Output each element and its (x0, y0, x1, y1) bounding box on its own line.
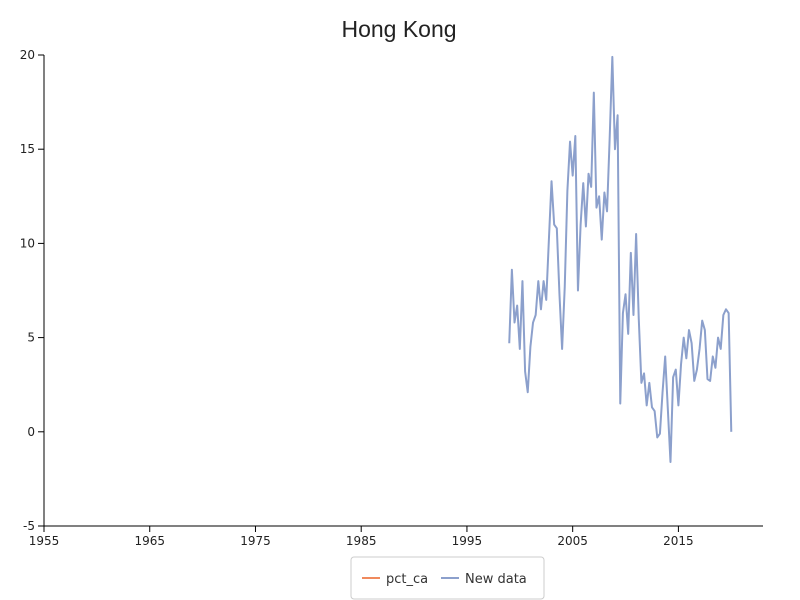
x-tick-label: 1985 (346, 534, 377, 548)
x-tick-label: 2015 (663, 534, 694, 548)
y-tick-label: -5 (23, 519, 35, 533)
y-tick-label: 20 (20, 48, 35, 62)
x-tick-label: 2005 (557, 534, 588, 548)
y-tick-label: 15 (20, 142, 35, 156)
legend: pct_ca New data (350, 556, 545, 600)
x-tick-label: 1975 (240, 534, 271, 548)
x-axis: 1955 1965 1975 1985 1995 2005 2015 (29, 525, 763, 548)
y-axis: -5 0 5 10 15 20 (20, 48, 45, 533)
x-tick-label: 1955 (29, 534, 60, 548)
x-tick-label: 1965 (134, 534, 165, 548)
legend-label-1: New data (465, 572, 527, 587)
legend-label-0: pct_ca (386, 572, 428, 587)
y-tick-label: 0 (27, 425, 35, 439)
y-tick-label: 5 (27, 331, 35, 345)
y-tick-label: 10 (20, 236, 35, 250)
series-line-1 (508, 55, 733, 463)
plot-area (508, 55, 733, 463)
chart-title: Hong Kong (341, 16, 456, 42)
x-tick-label: 1995 (452, 534, 483, 548)
